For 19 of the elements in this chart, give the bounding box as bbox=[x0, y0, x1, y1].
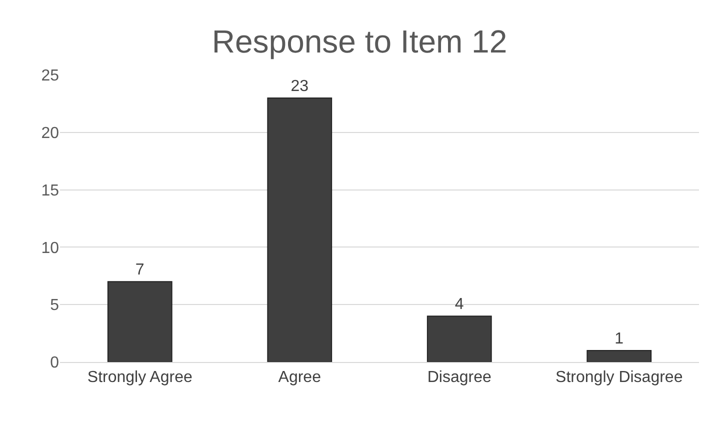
x-tick-label: Agree bbox=[278, 369, 322, 386]
bar bbox=[426, 316, 492, 362]
data-label: 1 bbox=[614, 330, 624, 348]
y-tick-label: 0 bbox=[50, 354, 60, 372]
y-tick-label: 25 bbox=[41, 68, 60, 85]
y-tick-label: 20 bbox=[41, 125, 60, 142]
data-label: 23 bbox=[290, 78, 309, 95]
y-tick-label: 15 bbox=[41, 182, 60, 200]
x-tick-label: Disagree bbox=[427, 369, 492, 386]
data-label: 7 bbox=[135, 262, 144, 279]
y-tick-label: 5 bbox=[50, 297, 60, 314]
bar bbox=[586, 350, 652, 362]
bar bbox=[107, 281, 172, 362]
bar bbox=[267, 97, 332, 362]
chart-title: Response to Item 12 bbox=[212, 24, 508, 60]
y-tick-label: 10 bbox=[41, 240, 60, 257]
x-tick-label: Strongly Disagree bbox=[556, 369, 683, 386]
data-label: 4 bbox=[454, 296, 464, 314]
x-tick-label: Strongly Agree bbox=[87, 369, 192, 386]
